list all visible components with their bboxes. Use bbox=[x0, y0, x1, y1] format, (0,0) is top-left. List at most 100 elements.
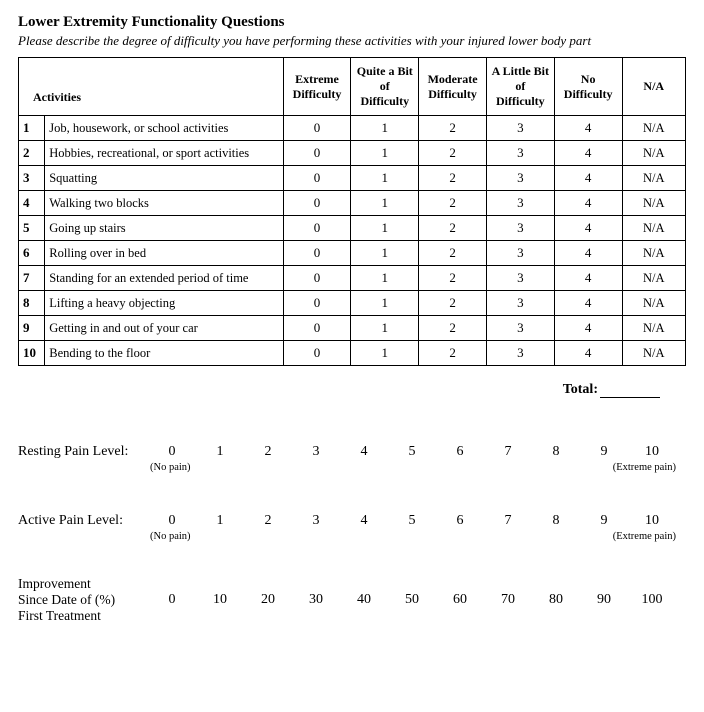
row-activity: Walking two blocks bbox=[45, 191, 283, 216]
row-value[interactable]: 0 bbox=[283, 166, 351, 191]
row-value[interactable]: 3 bbox=[486, 191, 554, 216]
scale-value[interactable]: 7 bbox=[484, 444, 532, 460]
row-value[interactable]: 1 bbox=[351, 116, 419, 141]
row-value[interactable]: 0 bbox=[283, 241, 351, 266]
row-value[interactable]: 4 bbox=[554, 266, 622, 291]
row-value[interactable]: 4 bbox=[554, 116, 622, 141]
scale-value[interactable]: 7 bbox=[484, 513, 532, 529]
row-value[interactable]: 1 bbox=[351, 291, 419, 316]
row-value[interactable]: 4 bbox=[554, 166, 622, 191]
row-na[interactable]: N/A bbox=[622, 241, 685, 266]
scale-value[interactable]: 40 bbox=[340, 592, 388, 608]
row-value[interactable]: 2 bbox=[419, 191, 487, 216]
scale-value[interactable]: 10 bbox=[196, 592, 244, 608]
row-value[interactable]: 1 bbox=[351, 241, 419, 266]
row-value[interactable]: 3 bbox=[486, 216, 554, 241]
scale-value[interactable]: 20 bbox=[244, 592, 292, 608]
row-value[interactable]: 1 bbox=[351, 266, 419, 291]
row-value[interactable]: 2 bbox=[419, 116, 487, 141]
row-value[interactable]: 4 bbox=[554, 291, 622, 316]
row-value[interactable]: 0 bbox=[283, 341, 351, 366]
scale-value[interactable]: 6 bbox=[436, 444, 484, 460]
row-value[interactable]: 4 bbox=[554, 141, 622, 166]
row-value[interactable]: 3 bbox=[486, 316, 554, 341]
row-value[interactable]: 1 bbox=[351, 166, 419, 191]
scale-value[interactable]: 30 bbox=[292, 592, 340, 608]
active-pain-numbers: 012345678910 bbox=[148, 513, 686, 529]
row-value[interactable]: 2 bbox=[419, 316, 487, 341]
scale-value[interactable]: 5 bbox=[388, 513, 436, 529]
row-value[interactable]: 1 bbox=[351, 316, 419, 341]
row-value[interactable]: 0 bbox=[283, 266, 351, 291]
scale-value[interactable]: 3 bbox=[292, 513, 340, 529]
row-na[interactable]: N/A bbox=[622, 166, 685, 191]
scale-value[interactable]: 90 bbox=[580, 592, 628, 608]
scale-value[interactable]: 1 bbox=[196, 513, 244, 529]
row-number: 8 bbox=[19, 291, 45, 316]
row-value[interactable]: 0 bbox=[283, 141, 351, 166]
table-row: 3Squatting01234N/A bbox=[19, 166, 686, 191]
scale-value[interactable]: 10 bbox=[628, 513, 676, 529]
row-value[interactable]: 4 bbox=[554, 241, 622, 266]
row-na[interactable]: N/A bbox=[622, 116, 685, 141]
row-na[interactable]: N/A bbox=[622, 266, 685, 291]
row-na[interactable]: N/A bbox=[622, 316, 685, 341]
scale-value[interactable]: 8 bbox=[532, 513, 580, 529]
row-value[interactable]: 3 bbox=[486, 341, 554, 366]
scale-value[interactable]: 60 bbox=[436, 592, 484, 608]
row-value[interactable]: 3 bbox=[486, 241, 554, 266]
row-value[interactable]: 3 bbox=[486, 266, 554, 291]
scale-value[interactable]: 0 bbox=[148, 513, 196, 529]
scale-value[interactable]: 100 bbox=[628, 592, 676, 608]
table-row: 2Hobbies, recreational, or sport activit… bbox=[19, 141, 686, 166]
row-value[interactable]: 3 bbox=[486, 166, 554, 191]
row-value[interactable]: 1 bbox=[351, 341, 419, 366]
row-value[interactable]: 2 bbox=[419, 266, 487, 291]
scale-value[interactable]: 80 bbox=[532, 592, 580, 608]
scale-value[interactable]: 5 bbox=[388, 444, 436, 460]
scale-value[interactable]: 0 bbox=[148, 444, 196, 460]
scale-value[interactable]: 70 bbox=[484, 592, 532, 608]
row-value[interactable]: 4 bbox=[554, 191, 622, 216]
row-na[interactable]: N/A bbox=[622, 216, 685, 241]
improvement-label-l3: First Treatment bbox=[18, 608, 101, 623]
row-value[interactable]: 0 bbox=[283, 191, 351, 216]
row-value[interactable]: 2 bbox=[419, 166, 487, 191]
row-value[interactable]: 0 bbox=[283, 116, 351, 141]
row-na[interactable]: N/A bbox=[622, 191, 685, 216]
row-value[interactable]: 3 bbox=[486, 116, 554, 141]
row-value[interactable]: 0 bbox=[283, 291, 351, 316]
row-value[interactable]: 4 bbox=[554, 341, 622, 366]
row-na[interactable]: N/A bbox=[622, 291, 685, 316]
scale-value[interactable]: 9 bbox=[580, 444, 628, 460]
resting-left-caption: (No pain) bbox=[150, 462, 191, 473]
row-value[interactable]: 3 bbox=[486, 291, 554, 316]
scale-value[interactable]: 10 bbox=[628, 444, 676, 460]
row-na[interactable]: N/A bbox=[622, 141, 685, 166]
scale-value[interactable]: 2 bbox=[244, 513, 292, 529]
row-value[interactable]: 2 bbox=[419, 141, 487, 166]
row-value[interactable]: 3 bbox=[486, 141, 554, 166]
row-value[interactable]: 1 bbox=[351, 216, 419, 241]
row-value[interactable]: 2 bbox=[419, 291, 487, 316]
scale-value[interactable]: 2 bbox=[244, 444, 292, 460]
scale-value[interactable]: 6 bbox=[436, 513, 484, 529]
scale-value[interactable]: 8 bbox=[532, 444, 580, 460]
row-na[interactable]: N/A bbox=[622, 341, 685, 366]
row-value[interactable]: 2 bbox=[419, 216, 487, 241]
row-value[interactable]: 2 bbox=[419, 341, 487, 366]
row-value[interactable]: 0 bbox=[283, 216, 351, 241]
scale-value[interactable]: 0 bbox=[148, 592, 196, 608]
scale-value[interactable]: 1 bbox=[196, 444, 244, 460]
row-value[interactable]: 0 bbox=[283, 316, 351, 341]
scale-value[interactable]: 4 bbox=[340, 444, 388, 460]
row-value[interactable]: 4 bbox=[554, 316, 622, 341]
row-value[interactable]: 2 bbox=[419, 241, 487, 266]
row-value[interactable]: 1 bbox=[351, 191, 419, 216]
row-value[interactable]: 1 bbox=[351, 141, 419, 166]
scale-value[interactable]: 3 bbox=[292, 444, 340, 460]
scale-value[interactable]: 9 bbox=[580, 513, 628, 529]
scale-value[interactable]: 4 bbox=[340, 513, 388, 529]
scale-value[interactable]: 50 bbox=[388, 592, 436, 608]
row-value[interactable]: 4 bbox=[554, 216, 622, 241]
